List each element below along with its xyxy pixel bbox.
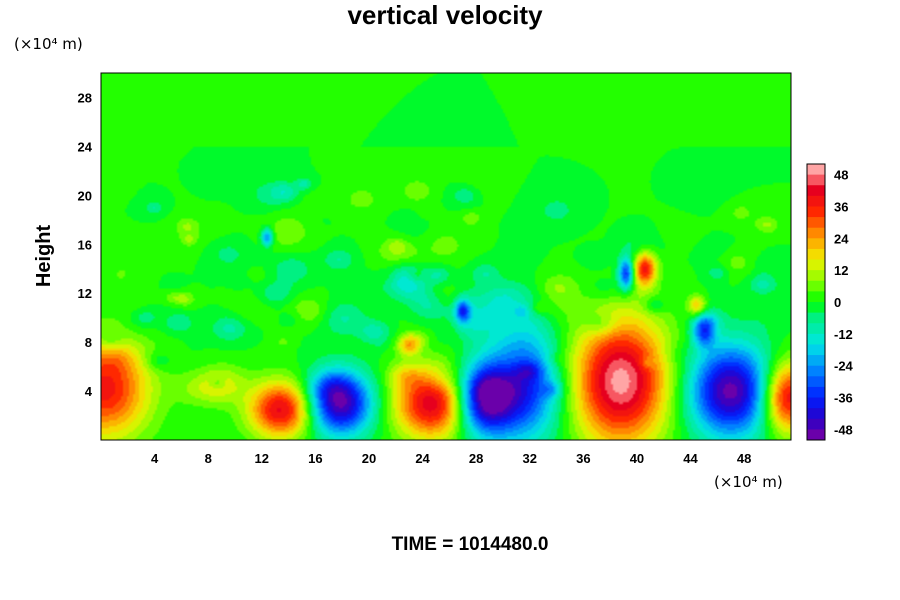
colorbar-tick-label: 24 (834, 231, 849, 246)
y-axis-ticks: 4 8 12 16 20 24 28 (78, 90, 93, 399)
colorbar-segment (807, 397, 825, 409)
colorbar-segment (807, 365, 825, 377)
x-tick-label: 48 (737, 451, 751, 466)
colorbar-tick-label: 36 (834, 199, 848, 214)
x-tick-label: 44 (683, 451, 698, 466)
y-axis-unit: (×10⁴ m) (14, 35, 83, 53)
colorbar-segment (807, 344, 825, 356)
colorbar-segment (807, 238, 825, 250)
colorbar-segment (807, 195, 825, 207)
y-tick-label: 12 (78, 286, 92, 301)
x-tick-label: 36 (576, 451, 590, 466)
colorbar-tick-label: 48 (834, 168, 848, 183)
plot-area (100, 72, 792, 441)
colorbar-segment (807, 217, 825, 229)
colorbar-tick-label: 12 (834, 263, 848, 278)
colorbar-tick-label: -48 (834, 422, 853, 437)
y-tick-label: 20 (78, 188, 92, 203)
x-tick-label: 20 (362, 451, 376, 466)
x-tick-label: 28 (469, 451, 483, 466)
y-tick-label: 4 (85, 384, 93, 399)
x-axis-unit: (×10⁴ m) (714, 473, 783, 491)
chart-title: vertical velocity (347, 0, 543, 30)
colorbar-segment (807, 206, 825, 218)
x-tick-label: 4 (151, 451, 159, 466)
colorbar-tick-label: -36 (834, 391, 853, 406)
colorbar-segment (807, 312, 825, 324)
x-tick-label: 40 (630, 451, 644, 466)
colorbar-segment (807, 429, 825, 441)
colorbar-segment (807, 323, 825, 335)
colorbar-segment (807, 174, 825, 186)
colorbar-segment (807, 355, 825, 367)
x-axis-ticks: 4 8 12 16 20 24 28 32 36 40 44 48 (151, 451, 751, 466)
x-tick-label: 32 (523, 451, 537, 466)
colorbar-ticks: 48 36 24 12 0 -12 -24 -36 -48 (834, 168, 854, 438)
colorbar-segment (807, 408, 825, 420)
x-tick-label: 8 (205, 451, 212, 466)
colorbar-frame (806, 163, 826, 441)
colorbar-segment (807, 333, 825, 345)
colorbar-segment (807, 386, 825, 399)
y-tick-label: 16 (78, 237, 92, 252)
y-axis-label: Height (33, 225, 55, 288)
x-tick-label: 12 (255, 451, 269, 466)
colorbar-segment (807, 259, 825, 271)
colorbar-segment (807, 302, 825, 314)
colorbar-tick-label: -12 (834, 327, 853, 342)
x-tick-label: 24 (415, 451, 430, 466)
colorbar-segment (807, 418, 825, 430)
colorbar-segment (807, 376, 825, 388)
colorbar-segment (807, 280, 825, 292)
heatmap-field (101, 73, 791, 440)
colorbar (806, 163, 826, 441)
y-tick-label: 24 (78, 139, 93, 154)
colorbar-segment (807, 248, 825, 261)
time-label: TIME = 1014480.0 (392, 534, 549, 555)
plot-frame (100, 72, 792, 441)
colorbar-segment (807, 185, 825, 197)
colorbar-tick-label: 0 (834, 295, 841, 310)
colorbar-segment (807, 291, 825, 303)
colorbar-segment (807, 227, 825, 239)
colorbar-tick-label: -24 (834, 359, 854, 374)
y-tick-label: 28 (78, 90, 92, 105)
colorbar-segment (807, 164, 825, 176)
x-tick-label: 16 (308, 451, 322, 466)
colorbar-segment (807, 270, 825, 282)
y-tick-label: 8 (85, 335, 92, 350)
